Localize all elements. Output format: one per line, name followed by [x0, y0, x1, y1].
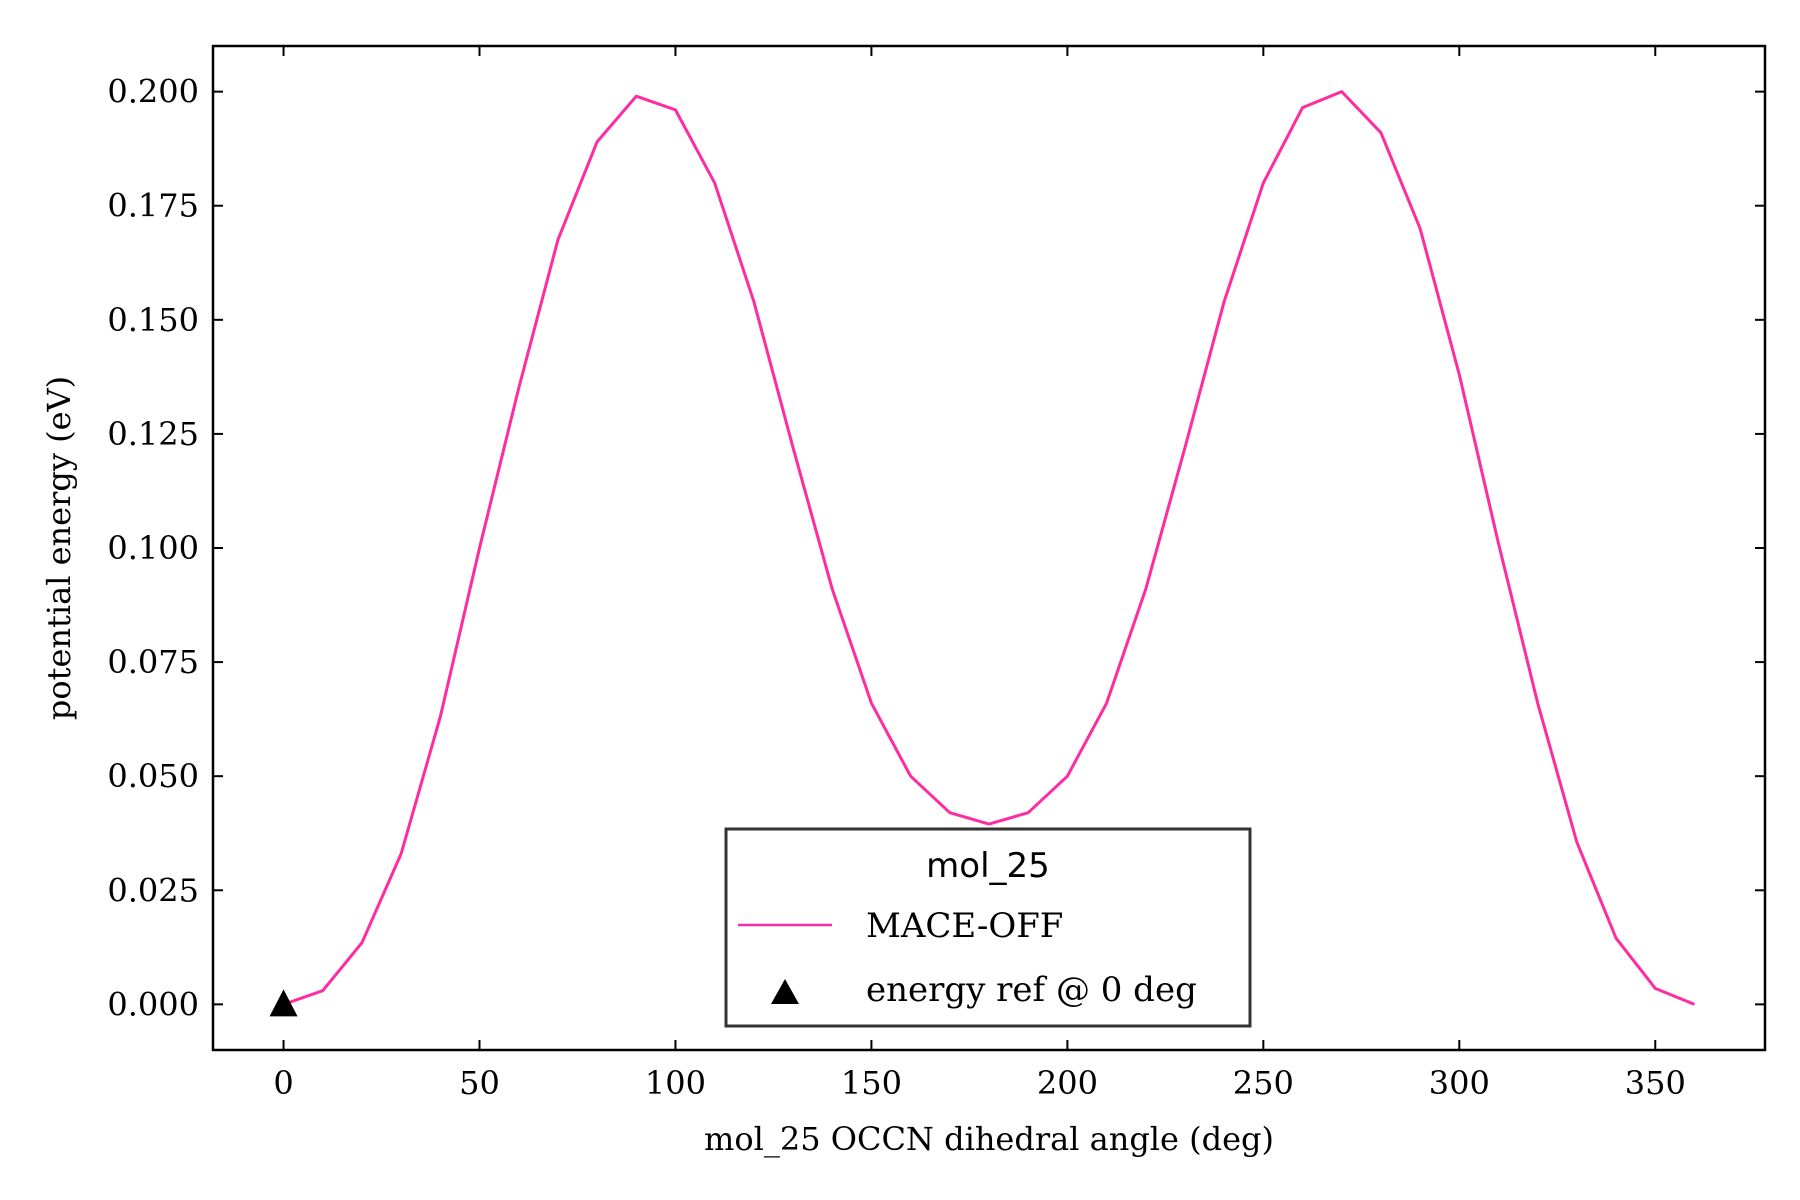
- y-tick-label: 0.075: [107, 643, 199, 681]
- x-tick-label: 350: [1625, 1064, 1686, 1102]
- legend-box: [724, 827, 1252, 1028]
- x-tick-label: 300: [1429, 1064, 1490, 1102]
- y-tick-label: 0.150: [107, 301, 199, 339]
- x-tick-label: 50: [459, 1064, 500, 1102]
- plot-frame: [211, 44, 1767, 1052]
- legend: mol_25 MACE-OFF energy ref @ 0 deg: [724, 827, 1252, 1028]
- series-line-mace-off: [283, 90, 1696, 1006]
- y-tick-label: 0.100: [107, 529, 199, 567]
- y-tick-label: 0.025: [107, 871, 199, 909]
- legend-title: mol_25: [926, 846, 1050, 886]
- y-tick-label: 0.200: [107, 73, 199, 111]
- legend-entry-energy-ref: energy ref @ 0 deg: [866, 970, 1197, 1010]
- x-tick-label: 0: [273, 1064, 293, 1102]
- axis-ticks: 0 50 100 150 200 250 300 350 0.000 0.025 0.050 0.07…: [107, 46, 1765, 1102]
- legend-entry-mace-off: MACE-OFF: [866, 906, 1063, 946]
- x-tick-label: 100: [645, 1064, 706, 1102]
- y-tick-label: 0.050: [107, 757, 199, 795]
- legend-triangle-marker: [771, 979, 799, 1004]
- y-tick-label: 0.175: [107, 187, 199, 225]
- x-tick-label: 150: [841, 1064, 902, 1102]
- series-layer: [269, 90, 1696, 1017]
- y-tick-label: 0.000: [107, 985, 199, 1023]
- x-tick-label: 200: [1037, 1064, 1098, 1102]
- y-axis-label: potential energy (eV): [40, 376, 78, 720]
- x-tick-label: 250: [1233, 1064, 1294, 1102]
- energy-ref-point: [269, 989, 298, 1017]
- y-tick-label: 0.125: [107, 415, 199, 453]
- x-axis-label: mol_25 OCCN dihedral angle (deg): [704, 1120, 1274, 1158]
